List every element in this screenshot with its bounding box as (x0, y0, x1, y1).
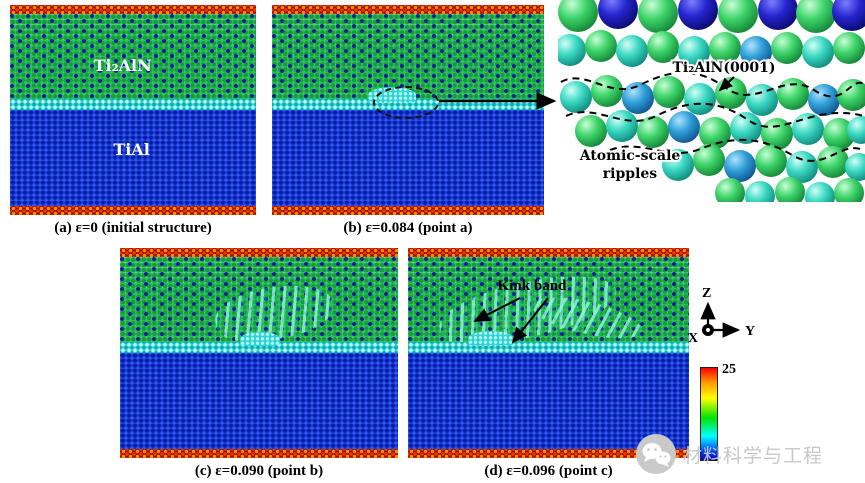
ti2aln-region (120, 257, 398, 350)
defect-highlight-ellipse (373, 86, 439, 119)
wechat-icon (636, 434, 676, 474)
atom-cluster (558, 0, 865, 202)
fixed-layer-top (120, 248, 398, 257)
panel-c-caption: (c) ε=0.090 (point b) (194, 463, 324, 479)
panel-b-simulation (272, 5, 544, 215)
tial-label: TiAl (113, 140, 150, 159)
fixed-layer-top (408, 248, 689, 257)
colorbar-max-label: 25 (722, 362, 736, 377)
panel-a: Ti₂AlN TiAl (a) ε=0 (initial structure) (10, 5, 256, 237)
ti2aln-label: Ti₂AlN (93, 56, 152, 75)
colorbar (700, 367, 718, 461)
fixed-layer-top (10, 5, 256, 14)
fixed-layer-bottom (272, 206, 544, 215)
coordinate-axes: Z Y X (688, 286, 755, 346)
panel-d-simulation (408, 248, 689, 458)
panel-d: (d) ε=0.096 (point c) (408, 248, 689, 480)
atomic-inset: Ti₂AlN(0001) Atomic-scale ripples (558, 0, 865, 202)
panel-d-caption: (d) ε=0.096 (point c) (484, 463, 613, 479)
interface-defect (468, 331, 514, 346)
ti2aln-region: Ti₂AlN (10, 14, 256, 99)
interface-layer (120, 342, 398, 353)
panel-a-simulation: Ti₂AlN TiAl (10, 5, 256, 215)
ti2aln-region (408, 257, 689, 357)
x-axis-dot (706, 328, 710, 332)
fixed-layer-top (272, 5, 544, 14)
tial-region: TiAl (10, 110, 256, 206)
z-axis-label: Z (702, 286, 711, 301)
tial-region (120, 353, 398, 449)
fixed-layer-bottom (408, 449, 689, 458)
ripples-label-line1: Atomic-scale (579, 148, 681, 164)
panel-b-caption: (b) ε=0.084 (point a) (343, 220, 473, 236)
interface-defect (240, 332, 280, 346)
kink-band-label: Kink band (497, 278, 567, 294)
panel-b: (b) ε=0.084 (point a) (272, 5, 544, 237)
zoom-arrow (439, 92, 557, 110)
plane-label-arrow (718, 76, 735, 92)
panel-a-caption: (a) ε=0 (initial structure) (54, 220, 212, 236)
fixed-layer-bottom (120, 449, 398, 458)
interface-layer (408, 342, 689, 353)
inset-plane-label: Ti₂AlN(0001) (672, 60, 775, 76)
fixed-layer-bottom (10, 206, 256, 215)
tial-region (272, 110, 544, 206)
y-axis-label: Y (745, 324, 755, 339)
panel-c-simulation (120, 248, 398, 458)
watermark-text: 材料科学与工程 (683, 444, 824, 467)
kink-band-arrows (473, 297, 549, 344)
panel-c: (c) ε=0.090 (point b) (120, 248, 398, 480)
ti2aln-region (272, 14, 544, 99)
x-axis-label: X (688, 331, 698, 346)
watermark: 材料科学与工程 (636, 434, 823, 474)
ripples-label-line2: ripples (603, 166, 657, 182)
interface-layer (10, 99, 256, 110)
tial-region (408, 353, 689, 449)
